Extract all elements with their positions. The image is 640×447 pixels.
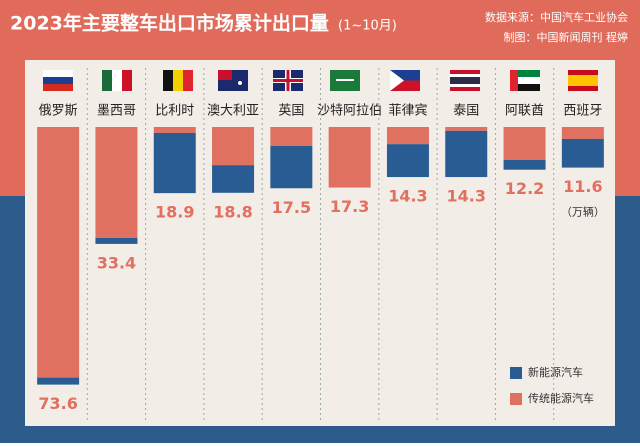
category-label: 墨西哥 bbox=[97, 104, 136, 119]
bar-segment bbox=[561, 138, 604, 168]
bar-segment bbox=[212, 127, 255, 166]
bar-segment bbox=[37, 127, 80, 378]
category-label: 阿联酋 bbox=[505, 103, 544, 119]
legend-swatch bbox=[510, 393, 522, 405]
value-label: 18.8 bbox=[213, 202, 252, 221]
category-label: 英国 bbox=[278, 104, 304, 119]
category-label: 菲律宾 bbox=[388, 103, 427, 119]
bar-segment bbox=[561, 127, 604, 139]
bar-segment bbox=[445, 127, 488, 131]
category-label: 沙特阿拉伯 bbox=[317, 104, 382, 119]
bar-segment bbox=[37, 377, 80, 385]
category-label: 俄罗斯 bbox=[39, 104, 78, 119]
legend-swatch bbox=[510, 367, 522, 379]
bar-segment bbox=[153, 132, 196, 194]
title-note: (1~10月) bbox=[338, 19, 397, 34]
bar-segment bbox=[503, 159, 546, 170]
bar-segment bbox=[386, 127, 429, 145]
value-label: 33.4 bbox=[97, 253, 136, 272]
credit: 制图：中国新闻周刊 程婷 bbox=[504, 30, 629, 44]
flags bbox=[43, 70, 598, 91]
chart-title: 2023年主要整车出口市场累计出口量 bbox=[10, 12, 329, 35]
value-label: 17.5 bbox=[272, 198, 311, 217]
category-label: 澳大利亚 bbox=[207, 103, 259, 119]
value-label: 73.6 bbox=[38, 394, 77, 413]
bar-segment bbox=[95, 127, 138, 238]
bar-segment bbox=[95, 237, 138, 244]
unit-note: （万辆） bbox=[561, 205, 605, 219]
value-label: 12.2 bbox=[505, 179, 544, 198]
bar-segment bbox=[328, 127, 371, 188]
value-label: 11.6 bbox=[563, 177, 602, 196]
bar-segment bbox=[270, 127, 313, 146]
bar-segment bbox=[445, 130, 488, 178]
bar-segment bbox=[386, 144, 429, 178]
bar-segment bbox=[503, 127, 546, 160]
category-label: 西班牙 bbox=[563, 104, 602, 119]
bar-segment bbox=[153, 127, 196, 133]
legend-label: 传统能源汽车 bbox=[528, 391, 594, 405]
value-label: 14.3 bbox=[388, 187, 427, 206]
category-label: 比利时 bbox=[155, 104, 194, 119]
value-label: 17.3 bbox=[330, 197, 369, 216]
bar-segment bbox=[270, 145, 313, 189]
category-label: 泰国 bbox=[453, 104, 479, 119]
legend-label: 新能源汽车 bbox=[528, 365, 583, 379]
bar-segment bbox=[212, 165, 255, 193]
value-label: 18.9 bbox=[155, 203, 194, 222]
value-label: 14.3 bbox=[447, 187, 486, 206]
source: 数据来源：中国汽车工业协会 bbox=[485, 10, 628, 24]
